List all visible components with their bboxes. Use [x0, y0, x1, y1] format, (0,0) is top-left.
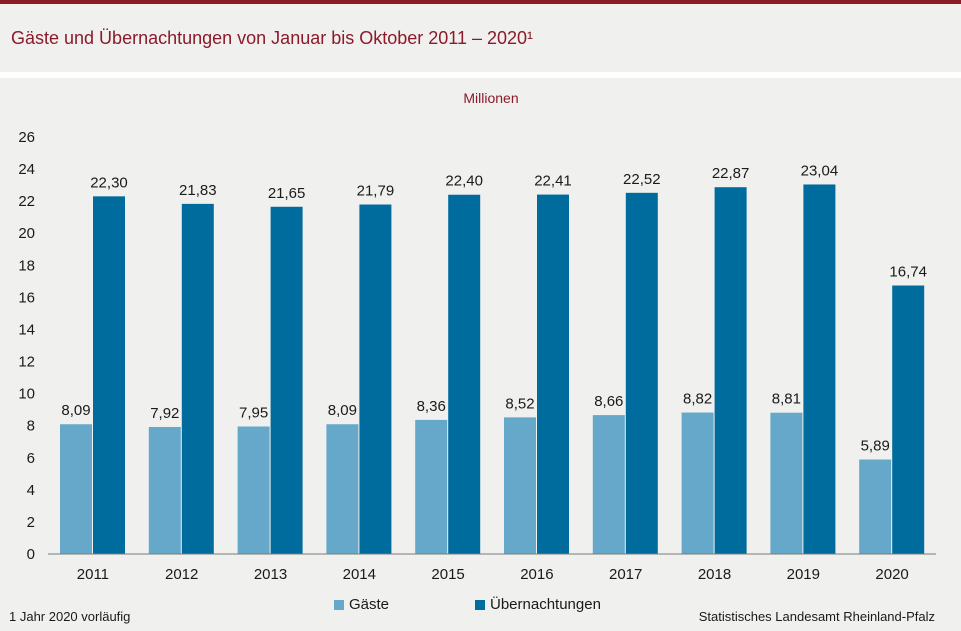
bar-gaeste: [859, 459, 892, 554]
bar-uebernachtungen: [270, 206, 303, 554]
bar-gaeste: [326, 424, 359, 554]
legend-swatch-uebernachtungen: [475, 599, 485, 610]
y-tick-label: 22: [18, 193, 35, 210]
y-tick-label: 14: [18, 321, 35, 338]
data-label: 5,89: [861, 438, 890, 455]
bar-gaeste: [415, 419, 448, 554]
x-tick-label: 2018: [698, 566, 731, 583]
data-label: 21,65: [268, 185, 306, 202]
x-tick-label: 2013: [254, 566, 287, 583]
x-tick-label: 2012: [165, 566, 198, 583]
header: Gäste und Übernachtungen von Januar bis …: [0, 4, 961, 72]
y-tick-label: 20: [18, 225, 35, 242]
bar-labels: 8,09 22,30 7,92 21,83 7,95 21,65 8,09 21,79 8,36…: [61, 162, 927, 454]
legend-item-uebernachtungen: Übernachtungen: [475, 596, 601, 613]
data-label: 22,40: [445, 173, 483, 190]
bar-gaeste: [60, 424, 92, 554]
legend: Gäste Übernachtungen: [0, 596, 961, 616]
data-label: 8,36: [417, 398, 446, 415]
y-tick-label: 8: [27, 418, 35, 435]
legend-swatch-gaeste: [334, 599, 344, 610]
bar-uebernachtungen: [93, 196, 125, 555]
legend-label-gaeste: Gäste: [349, 596, 390, 613]
y-tick-label: 4: [27, 482, 35, 499]
bar-uebernachtungen: [625, 192, 658, 554]
x-tick-label: 2020: [875, 566, 908, 583]
bar-uebernachtungen: [892, 285, 925, 554]
footnote: 1 Jahr 2020 vorläufig: [9, 609, 131, 624]
header-separator: [0, 72, 961, 78]
y-tick-label: 0: [27, 546, 35, 563]
data-label: 7,95: [239, 404, 268, 421]
data-label: 22,52: [623, 171, 661, 188]
source-note: Statistisches Landesamt Rheinland-Pfalz: [698, 609, 935, 624]
chart-title: Gäste und Übernachtungen von Januar bis …: [11, 28, 534, 48]
data-label: 22,30: [90, 174, 128, 191]
bar-uebernachtungen: [803, 184, 836, 554]
data-label: 8,81: [772, 391, 801, 408]
data-label: 21,83: [179, 182, 217, 199]
x-tick-label: 2019: [787, 566, 820, 583]
bar-uebernachtungen: [448, 194, 481, 554]
bar-uebernachtungen: [714, 187, 747, 554]
data-label: 22,41: [534, 173, 572, 190]
x-axis-labels: 2011 2012 2013 2014 2015 2016 2017 2018 2019 2020: [77, 566, 909, 583]
data-label: 8,52: [505, 395, 534, 412]
data-label: 22,87: [712, 165, 750, 182]
x-tick-label: 2014: [343, 566, 376, 583]
bar-uebernachtungen: [359, 204, 392, 555]
legend-item-gaeste: Gäste: [334, 596, 389, 613]
y-tick-label: 24: [18, 161, 35, 178]
bar-gaeste: [592, 415, 625, 554]
data-label: 8,66: [594, 393, 623, 410]
y-tick-label: 26: [18, 129, 35, 146]
y-tick-label: 12: [18, 354, 35, 371]
data-label: 23,04: [801, 162, 839, 179]
bar-gaeste: [237, 426, 270, 554]
y-tick-label: 16: [18, 289, 35, 306]
bar-gaeste: [770, 412, 803, 554]
x-tick-label: 2016: [520, 566, 553, 583]
unit-label: Millionen: [463, 90, 519, 106]
y-tick-label: 18: [18, 257, 35, 274]
x-tick-label: 2015: [431, 566, 464, 583]
data-label: 7,92: [150, 405, 179, 422]
y-tick-label: 2: [27, 514, 35, 531]
bar-gaeste: [148, 426, 181, 554]
x-tick-label: 2017: [609, 566, 642, 583]
data-label: 16,74: [889, 264, 927, 281]
top-accent-bar: [0, 0, 961, 4]
y-tick-label: 6: [27, 450, 35, 467]
y-tick-label: 10: [18, 386, 35, 403]
legend-label-uebernachtungen: Übernachtungen: [490, 596, 601, 613]
bar-gaeste: [681, 412, 714, 554]
data-label: 8,09: [328, 402, 357, 419]
x-tick-label: 2011: [77, 566, 109, 583]
data-label: 8,82: [683, 391, 712, 408]
bar-uebernachtungen: [537, 194, 569, 555]
data-label: 21,79: [357, 183, 395, 200]
bar-gaeste: [504, 417, 536, 554]
data-label: 8,09: [61, 402, 90, 419]
bar-uebernachtungen: [181, 203, 214, 555]
bars: [60, 184, 925, 555]
